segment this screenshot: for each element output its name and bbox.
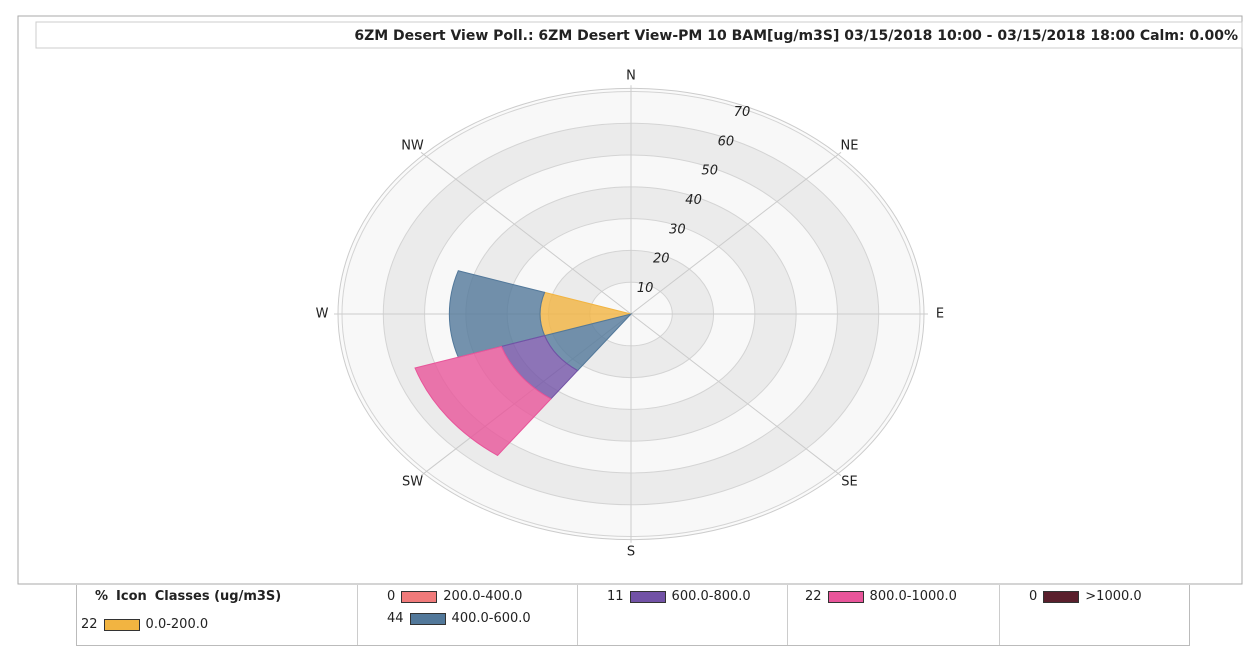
ring-label: 60 <box>718 134 735 149</box>
legend-swatch <box>827 590 864 603</box>
title-bar <box>35 21 1243 49</box>
sector <box>448 270 546 358</box>
legend-entry: 22 800.0-1000.0 <box>805 589 957 604</box>
legend-entry: 0 200.0-400.0 <box>387 589 522 604</box>
spoke <box>420 151 632 315</box>
ring-label: 40 <box>685 193 702 208</box>
legend-percent: 22 <box>805 589 822 604</box>
legend-column: 22 800.0-1000.0 <box>787 585 1000 645</box>
legend-swatch <box>409 612 446 625</box>
direction-label: SW <box>402 475 423 490</box>
legend-swatch <box>401 590 438 603</box>
spoke <box>630 313 842 477</box>
ring-label: 70 <box>734 105 751 120</box>
legend-swatch <box>103 618 140 631</box>
spoke <box>630 151 842 315</box>
legend-label: >1000.0 <box>1085 589 1142 604</box>
legend-label: 600.0-800.0 <box>671 589 751 604</box>
legend-label: 400.0-600.0 <box>451 611 531 626</box>
legend-entry: 44 400.0-600.0 <box>387 611 531 626</box>
legend-header-cell: % <box>95 589 109 604</box>
direction-label: SE <box>841 475 857 490</box>
ring-label: 50 <box>701 164 718 179</box>
legend-column: 0 200.0-400.0 44 400.0-600.0 <box>357 585 578 645</box>
direction-label: W <box>316 307 329 322</box>
legend-entry: 0 >1000.0 <box>1029 589 1142 604</box>
direction-label: NE <box>841 138 859 153</box>
legend-entry: 22 0.0-200.0 <box>81 617 208 632</box>
chart: 6ZM Desert View Poll.: 6ZM Desert View-P… <box>17 15 1243 585</box>
legend-header: % Icon Classes (ug/m3S) <box>95 589 281 604</box>
direction-label: S <box>627 544 635 559</box>
ring-label: 10 <box>637 281 654 296</box>
direction-label: NW <box>401 138 424 153</box>
legend-label: 0.0-200.0 <box>145 617 209 632</box>
legend: % Icon Classes (ug/m3S) 22 0.0-200.0 0 200… <box>76 585 1190 646</box>
legend-header-cell: Icon <box>116 589 147 604</box>
legend-percent: 44 <box>387 611 404 626</box>
legend-label: 800.0-1000.0 <box>869 589 957 604</box>
ring-label: 20 <box>653 252 670 267</box>
legend-swatch <box>629 590 666 603</box>
legend-percent: 0 <box>387 589 396 604</box>
direction-label: N <box>626 69 636 84</box>
legend-percent: 22 <box>81 617 98 632</box>
legend-percent: 0 <box>1029 589 1038 604</box>
sector <box>414 345 552 457</box>
legend-column: % Icon Classes (ug/m3S) 22 0.0-200.0 <box>77 585 358 645</box>
legend-percent: 11 <box>607 589 624 604</box>
legend-header-cell: Classes (ug/m3S) <box>154 589 282 604</box>
chart-title: 6ZM Desert View Poll.: 6ZM Desert View-P… <box>354 28 1238 44</box>
legend-label: 200.0-400.0 <box>443 589 523 604</box>
legend-column: 0 >1000.0 <box>999 585 1189 645</box>
direction-label: E <box>936 307 944 322</box>
legend-entry: 11 600.0-800.0 <box>607 589 751 604</box>
legend-swatch <box>1043 590 1080 603</box>
legend-column: 11 600.0-800.0 <box>577 585 788 645</box>
ring-label: 30 <box>669 222 686 237</box>
